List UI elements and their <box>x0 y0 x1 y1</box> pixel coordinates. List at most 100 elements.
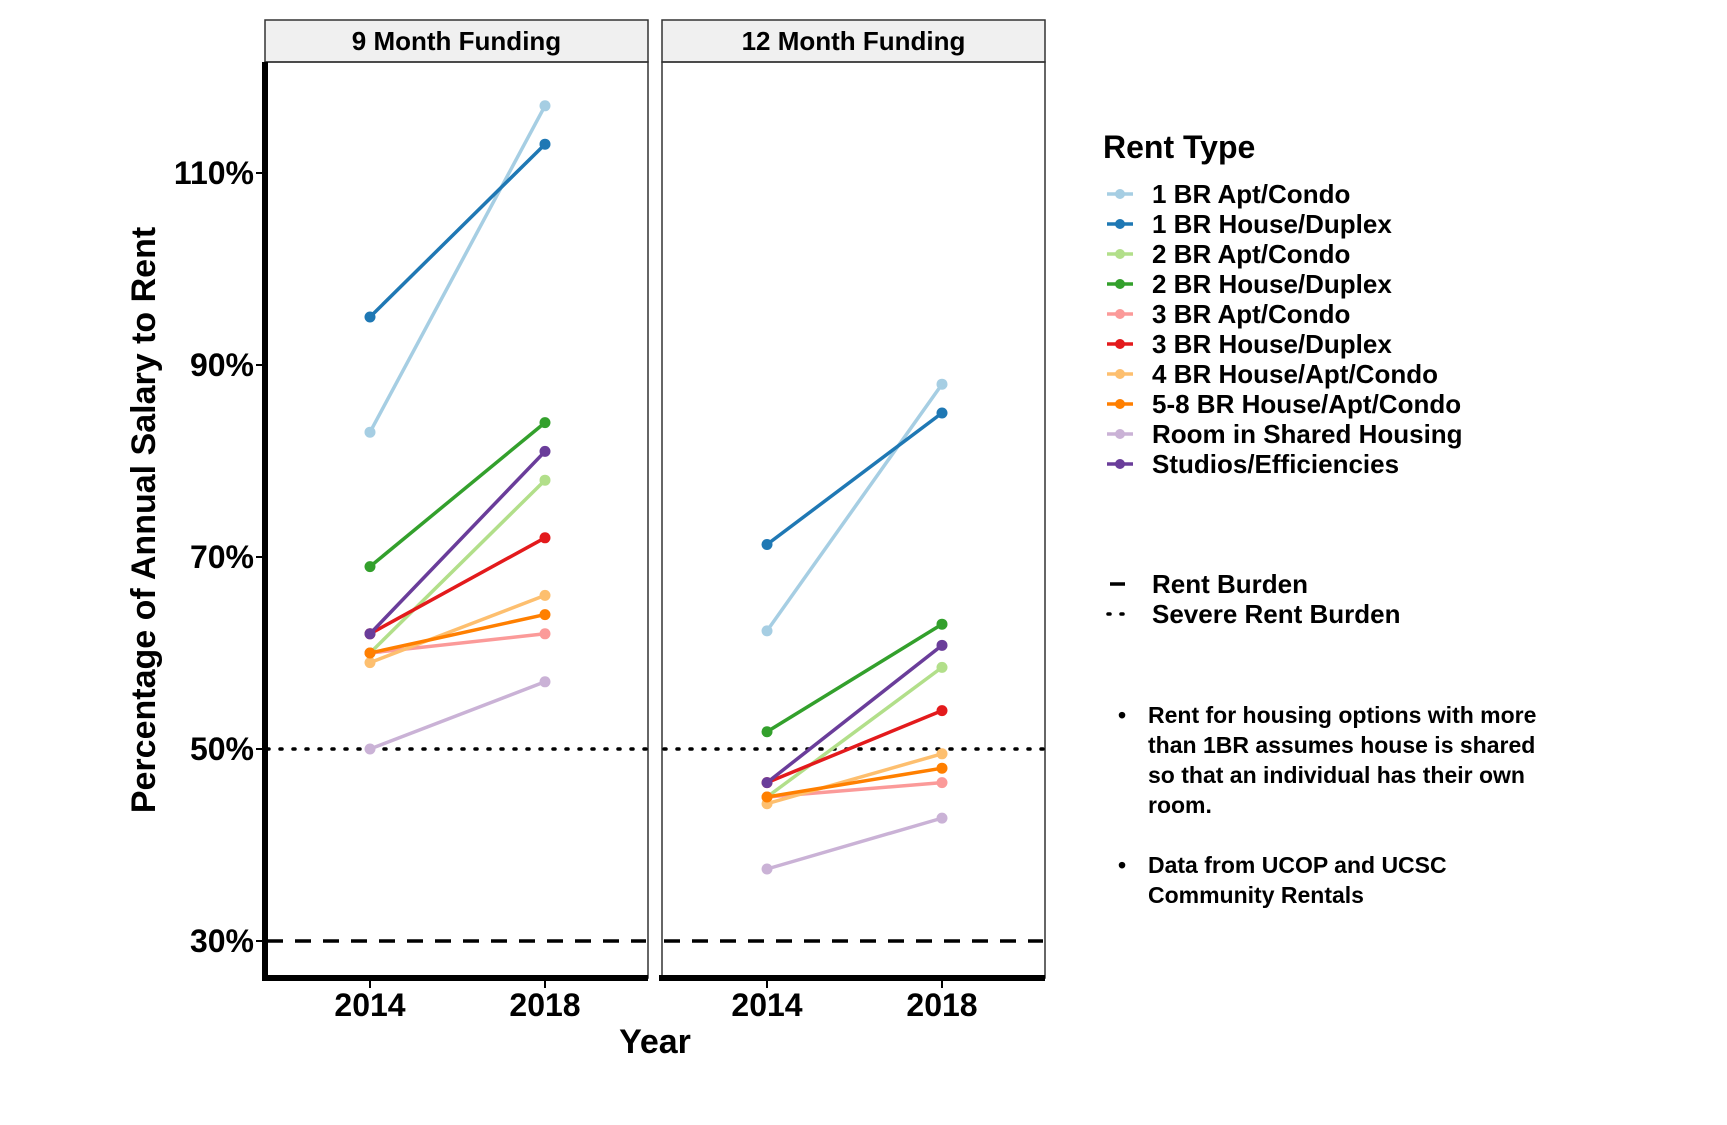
legend-item: 2 BR Apt/Condo <box>1107 239 1350 269</box>
series-line <box>368 104 547 434</box>
y-axis-title: Percentage of Annual Salary to Rent <box>125 227 163 813</box>
legend-item: 5-8 BR House/Apt/Condo <box>1107 389 1461 419</box>
data-point <box>936 777 948 789</box>
series <box>364 609 551 659</box>
data-point <box>539 589 551 601</box>
legend-label: Severe Rent Burden <box>1152 599 1401 629</box>
data-point <box>936 661 948 673</box>
note-text: Data from UCOP and UCSC Community Rental… <box>1148 852 1447 908</box>
data-point <box>364 628 376 640</box>
data-point <box>539 417 551 429</box>
data-point <box>364 657 376 669</box>
legend-key-point <box>1115 429 1125 439</box>
data-point <box>539 138 551 150</box>
series-line <box>766 766 943 799</box>
series-line <box>369 632 546 655</box>
series-line <box>765 665 944 799</box>
data-point <box>936 639 948 651</box>
data-point <box>539 474 551 486</box>
x-tick-label: 2018 <box>906 987 977 1023</box>
legend-label: 5-8 BR House/Apt/Condo <box>1152 389 1461 419</box>
panel-border <box>661 61 1046 979</box>
y-tick-label: 90% <box>190 347 254 383</box>
series <box>364 100 551 438</box>
legend-key-point <box>1115 369 1125 379</box>
y-axis: 30% 50% 70% 90% 110% <box>174 62 268 981</box>
series-line <box>765 411 944 546</box>
series <box>364 589 551 669</box>
series-line <box>368 421 547 568</box>
data-point <box>936 762 948 774</box>
series <box>761 407 948 551</box>
data-point <box>936 748 948 760</box>
series-line <box>766 752 943 806</box>
series <box>364 676 551 755</box>
data-point <box>539 532 551 544</box>
series <box>364 138 551 323</box>
note-text: Rent for housing options with more than … <box>1148 702 1537 818</box>
data-point <box>539 628 551 640</box>
legend-item: Studios/Efficiencies <box>1107 449 1399 479</box>
data-point <box>539 100 551 112</box>
legend-key-point <box>1115 339 1125 349</box>
panel-title: 12 Month Funding <box>742 26 966 56</box>
series <box>364 474 551 659</box>
legend-item: Room in Shared Housing <box>1107 419 1463 449</box>
legend-label: 3 BR Apt/Condo <box>1152 299 1350 329</box>
legend-item: 1 BR Apt/Condo <box>1107 179 1350 209</box>
x-tick-label: 2014 <box>334 987 405 1023</box>
series-line <box>368 450 547 636</box>
legend-key-point <box>1115 219 1125 229</box>
data-point <box>936 705 948 717</box>
data-point <box>539 609 551 621</box>
series-line <box>369 612 546 655</box>
legend-item: Severe Rent Burden <box>1106 599 1401 629</box>
legend-item: 2 BR House/Duplex <box>1107 269 1392 299</box>
y-tick-label: 70% <box>190 539 254 575</box>
y-tick-label: 50% <box>190 731 254 767</box>
legend-key-point <box>1115 399 1125 409</box>
data-point <box>936 812 948 824</box>
series-line <box>766 816 943 871</box>
data-point <box>761 726 773 738</box>
x-axis: 2014 2018 2014 2018 <box>262 975 1045 1023</box>
panels: 9 Month Funding 12 Month Funding <box>264 19 1046 979</box>
bullet-glyph: • <box>1118 702 1127 728</box>
legend-label: Room in Shared Housing <box>1152 419 1463 449</box>
series <box>761 378 948 637</box>
y-tick-label: 30% <box>190 923 254 959</box>
data-point <box>364 647 376 659</box>
series-line <box>369 680 546 751</box>
data-point <box>364 426 376 438</box>
panel-strip <box>264 19 649 63</box>
y-tick-label: 110% <box>174 155 254 191</box>
data-point <box>761 539 773 551</box>
legend-label: 2 BR House/Duplex <box>1152 269 1392 299</box>
notes: • Rent for housing options with more tha… <box>1118 700 1538 940</box>
series-line <box>765 643 944 784</box>
series <box>761 639 948 789</box>
data-point <box>936 378 948 390</box>
legend-label: 2 BR Apt/Condo <box>1152 239 1350 269</box>
data-point <box>761 777 773 789</box>
legend-key-point <box>1115 189 1125 199</box>
panel-border <box>264 61 649 979</box>
data-point <box>936 407 948 419</box>
data-point <box>364 743 376 755</box>
series-line <box>368 478 547 655</box>
note-item: • Rent for housing options with more tha… <box>1118 700 1538 820</box>
data-point <box>761 791 773 803</box>
series <box>761 762 948 803</box>
legend-item: 3 BR House/Duplex <box>1107 329 1392 359</box>
series <box>364 445 551 640</box>
legend-label: 1 BR House/Duplex <box>1152 209 1392 239</box>
legend-label: Rent Burden <box>1152 569 1308 599</box>
series-line <box>766 708 943 785</box>
x-tick-label: 2018 <box>509 987 580 1023</box>
panel-title: 9 Month Funding <box>352 26 561 56</box>
legend-item: 1 BR House/Duplex <box>1107 209 1392 239</box>
data-point <box>364 311 376 323</box>
legend-title: Rent Type <box>1103 129 1255 165</box>
bullet-glyph: • <box>1118 852 1127 878</box>
